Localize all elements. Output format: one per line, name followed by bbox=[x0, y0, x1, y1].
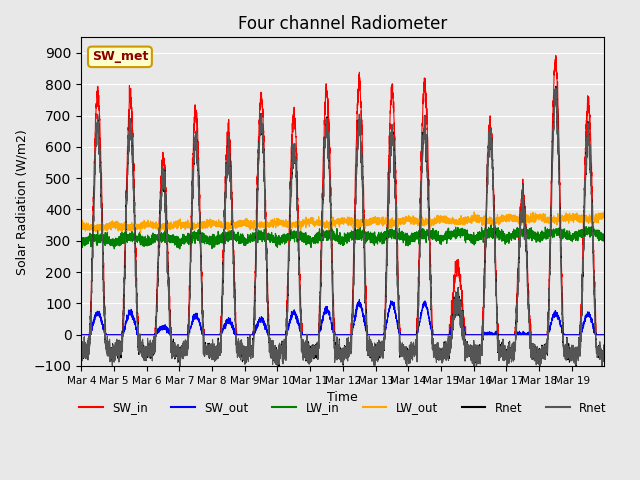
SW_out bbox=[600, 332, 608, 337]
Rnet bbox=[600, 357, 608, 363]
Title: Four channel Radiometer: Four channel Radiometer bbox=[238, 15, 447, 33]
LW_in bbox=[487, 221, 495, 227]
Line: LW_in: LW_in bbox=[81, 224, 604, 249]
SW_in bbox=[552, 53, 560, 59]
Rnet bbox=[525, 318, 533, 324]
Rnet bbox=[186, 297, 193, 302]
Rnet bbox=[390, 147, 398, 153]
SW_out bbox=[362, 328, 370, 334]
LW_in bbox=[362, 229, 370, 235]
Rnet bbox=[486, 134, 494, 140]
LW_in bbox=[390, 236, 398, 241]
SW_in bbox=[77, 332, 85, 337]
Y-axis label: Solar Radiation (W/m2): Solar Radiation (W/m2) bbox=[15, 129, 28, 275]
LW_out bbox=[390, 220, 398, 226]
LW_out bbox=[486, 216, 494, 222]
SW_out bbox=[525, 332, 533, 337]
LW_in bbox=[176, 246, 184, 252]
LW_in bbox=[186, 233, 194, 239]
SW_out bbox=[512, 329, 520, 335]
Rnet bbox=[552, 85, 560, 91]
LW_out bbox=[525, 219, 533, 225]
Rnet bbox=[600, 357, 608, 363]
SW_in bbox=[362, 283, 370, 289]
LW_out bbox=[512, 216, 520, 222]
SW_out bbox=[77, 332, 85, 337]
Line: Rnet: Rnet bbox=[81, 88, 604, 369]
Line: Rnet: Rnet bbox=[81, 86, 604, 369]
Line: SW_out: SW_out bbox=[81, 300, 604, 335]
SW_in bbox=[486, 113, 494, 119]
Rnet bbox=[470, 366, 478, 372]
SW_in bbox=[525, 302, 533, 308]
LW_out bbox=[77, 220, 85, 226]
Line: LW_out: LW_out bbox=[81, 212, 604, 233]
Rnet bbox=[186, 295, 193, 301]
Rnet bbox=[362, 317, 370, 323]
Line: SW_in: SW_in bbox=[81, 56, 604, 335]
Text: SW_met: SW_met bbox=[92, 50, 148, 63]
Rnet bbox=[390, 148, 398, 154]
SW_out bbox=[186, 328, 193, 334]
Rnet bbox=[512, 335, 520, 341]
Rnet bbox=[552, 84, 560, 89]
LW_out bbox=[362, 219, 370, 225]
Rnet bbox=[77, 354, 85, 360]
Rnet bbox=[486, 133, 494, 139]
Rnet bbox=[525, 317, 533, 323]
SW_in bbox=[600, 332, 608, 337]
SW_out bbox=[486, 330, 494, 336]
LW_out bbox=[600, 213, 608, 218]
X-axis label: Time: Time bbox=[328, 391, 358, 404]
SW_in bbox=[390, 116, 398, 121]
Rnet bbox=[512, 334, 520, 339]
LW_in bbox=[486, 230, 494, 236]
LW_out bbox=[186, 223, 194, 228]
Legend: SW_in, SW_out, LW_in, LW_out, Rnet, Rnet: SW_in, SW_out, LW_in, LW_out, Rnet, Rnet bbox=[74, 397, 611, 419]
SW_out bbox=[356, 297, 364, 302]
LW_out bbox=[137, 230, 145, 236]
Rnet bbox=[470, 366, 478, 372]
LW_in bbox=[525, 236, 533, 242]
LW_out bbox=[470, 209, 478, 215]
LW_in bbox=[512, 234, 520, 240]
SW_out bbox=[390, 300, 398, 305]
SW_in bbox=[512, 319, 520, 325]
Rnet bbox=[362, 318, 370, 324]
LW_in bbox=[77, 239, 85, 245]
SW_in bbox=[186, 277, 193, 283]
Rnet bbox=[77, 352, 85, 358]
LW_in bbox=[600, 237, 608, 243]
